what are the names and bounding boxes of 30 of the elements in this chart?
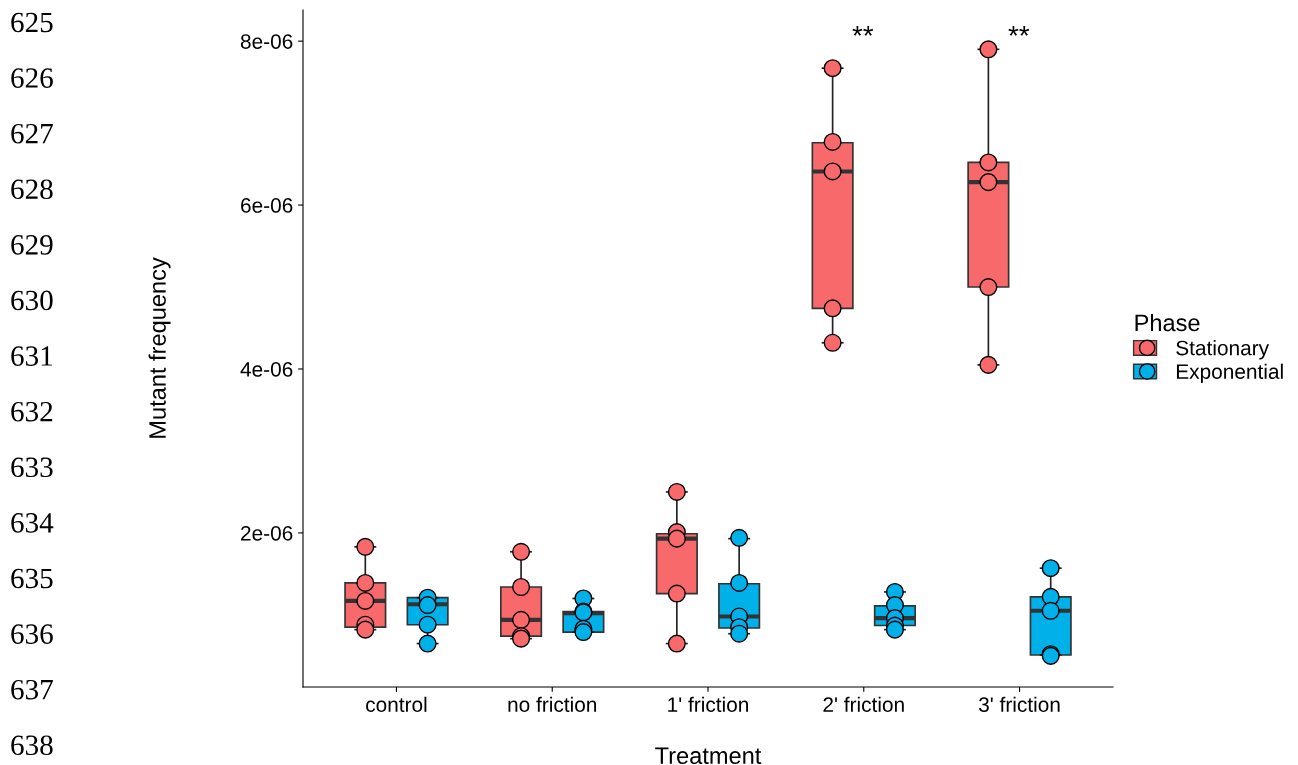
text: 628 — [11, 179, 53, 200]
x-tick-label: 1' friction — [668, 696, 749, 713]
legend-label: Exponential — [1176, 363, 1283, 384]
text: 634 — [11, 513, 54, 533]
y-tick-label: 4e-06 — [240, 361, 293, 377]
text: 631 — [11, 346, 52, 366]
text: 638 — [11, 735, 53, 756]
text: 625 — [11, 12, 53, 33]
legend-label: Stationary — [1176, 340, 1270, 360]
y-tick-label: 2e-06 — [241, 525, 293, 541]
text: 635 — [11, 568, 53, 589]
y-axis-title: Mutant frequency — [148, 257, 171, 438]
text: 630 — [11, 290, 53, 311]
legend-title: Phase — [1135, 313, 1200, 332]
text: 626 — [11, 68, 53, 88]
x-axis-title: Treatment — [655, 747, 762, 765]
text: 636 — [11, 624, 53, 644]
text: 637 — [11, 679, 53, 700]
y-tick-label: 6e-06 — [241, 198, 293, 213]
x-tick-label: 3' friction — [978, 696, 1060, 713]
text: 629 — [11, 235, 53, 255]
x-tick-label: 2' friction — [823, 696, 904, 713]
x-tick-label: control — [366, 696, 427, 713]
annotation: ** — [1008, 26, 1030, 36]
x-tick-label: no friction — [508, 696, 597, 713]
text: 627 — [11, 123, 53, 144]
text: 633 — [11, 457, 53, 478]
y-tick-label: 8e-06 — [240, 34, 293, 49]
text: 632 — [11, 401, 53, 422]
annotation: ** — [852, 26, 874, 36]
